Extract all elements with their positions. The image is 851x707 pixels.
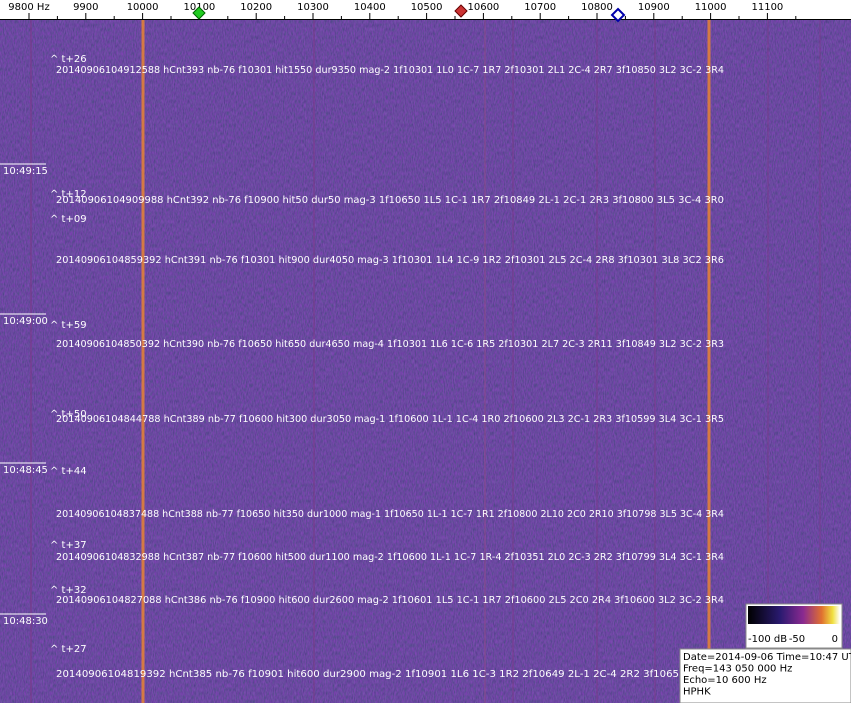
info-line: Date=2014-09-06 Time=10:47 UTC xyxy=(683,652,851,663)
detection-text: 20140906104859392 hCnt391 nb-76 f10301 h… xyxy=(56,255,724,266)
detection-text: 20140906104912588 hCnt393 nb-76 f10301 h… xyxy=(56,65,724,76)
colorbar-label: -50 xyxy=(789,634,805,645)
frequency-label: 10500 xyxy=(411,2,443,13)
frequency-label: 9800 Hz xyxy=(8,2,49,13)
frequency-label: 10600 xyxy=(467,2,499,13)
colorbar-label: 0 xyxy=(832,634,838,645)
time-label: 10:49:15 xyxy=(3,166,48,177)
detection-marker: ^ t+12 xyxy=(50,189,87,200)
ruler-labels: 9800 Hz990010000101001020010300104001050… xyxy=(8,2,797,20)
detection-marker: ^ t+32 xyxy=(50,585,87,596)
detection-text: 20140906104819392 hCnt385 nb-76 f10901 h… xyxy=(56,669,724,680)
time-label: 10:48:30 xyxy=(3,616,48,627)
detection-marker: ^ t+37 xyxy=(50,540,87,551)
frequency-label: 11000 xyxy=(695,2,727,13)
detection-marker: ^ t+50 xyxy=(50,409,87,420)
frequency-ruler xyxy=(0,0,851,20)
detection-marker: ^ t+59 xyxy=(50,320,87,331)
frequency-label: 10000 xyxy=(127,2,159,13)
frequency-label: 10200 xyxy=(240,2,272,13)
frequency-label: 9900 xyxy=(73,2,98,13)
info-box xyxy=(679,648,851,704)
detection-marker: ^ t+44 xyxy=(50,466,87,477)
signal-traces xyxy=(30,20,821,703)
frequency-label: 10800 xyxy=(581,2,613,13)
frequency-label: 10900 xyxy=(638,2,670,13)
frequency-label: 10400 xyxy=(354,2,386,13)
detection-marker: ^ t+09 xyxy=(50,214,87,225)
detection-text: 20140906104832988 hCnt387 nb-77 f10600 h… xyxy=(56,552,724,563)
detection-text: 20140906104844788 hCnt389 nb-77 f10600 h… xyxy=(56,414,724,425)
time-label: 10:49:00 xyxy=(3,316,48,327)
info-line: Freq=143 050 000 Hz xyxy=(683,664,792,675)
detection-marker: ^ t+26 xyxy=(50,54,87,65)
detection-text: 20140906104837488 hCnt388 nb-77 f10650 h… xyxy=(56,509,724,520)
frequency-label: 11100 xyxy=(751,2,783,13)
frequency-markers xyxy=(192,4,626,23)
detection-text: 20140906104850392 hCnt390 nb-76 f10650 h… xyxy=(56,339,724,350)
time-label: 10:48:45 xyxy=(3,465,48,476)
detection-text: 20140906104827088 hCnt386 nb-76 f10900 h… xyxy=(56,595,724,606)
detection-marker: ^ t+27 xyxy=(50,644,87,655)
frequency-label: 10700 xyxy=(524,2,556,13)
colorbar: -100 dB -50 0 xyxy=(745,603,843,649)
detection-text: 20140906104909988 hCnt392 nb-76 f10900 h… xyxy=(56,195,724,206)
colorbar-label: -100 dB xyxy=(748,634,787,645)
info-line: Echo=10 600 Hz xyxy=(683,675,767,686)
frequency-label: 10300 xyxy=(297,2,329,13)
info-line: HPHK xyxy=(683,687,711,698)
